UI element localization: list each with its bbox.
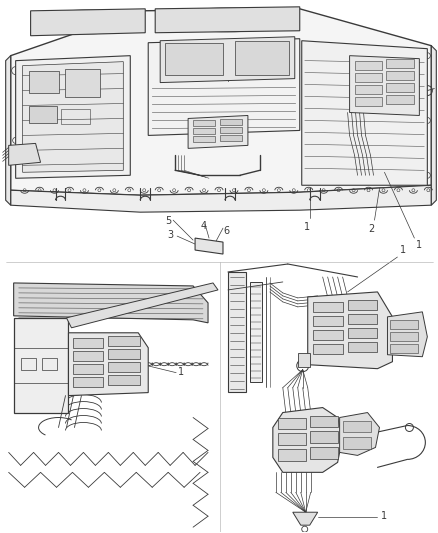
- Bar: [219, 135, 241, 141]
- Bar: [108, 375, 140, 385]
- Polygon shape: [11, 9, 431, 195]
- Polygon shape: [160, 37, 294, 83]
- Bar: [21, 358, 35, 370]
- Bar: [73, 338, 103, 348]
- Bar: [354, 72, 381, 82]
- Bar: [347, 328, 377, 338]
- Text: 1: 1: [303, 222, 309, 232]
- Bar: [347, 300, 377, 310]
- Bar: [277, 417, 305, 430]
- Text: 6: 6: [223, 226, 229, 236]
- Bar: [385, 94, 413, 103]
- Bar: [73, 377, 103, 386]
- Text: 3: 3: [166, 230, 173, 240]
- Text: 4: 4: [201, 221, 207, 231]
- Bar: [389, 320, 417, 329]
- Bar: [73, 351, 103, 361]
- Polygon shape: [349, 55, 418, 116]
- Bar: [193, 136, 215, 142]
- Polygon shape: [148, 39, 299, 135]
- Bar: [347, 342, 377, 352]
- Bar: [227, 272, 245, 392]
- Bar: [385, 59, 413, 68]
- Polygon shape: [155, 7, 299, 33]
- Bar: [297, 353, 309, 367]
- Bar: [309, 432, 337, 443]
- Polygon shape: [387, 312, 426, 357]
- Text: 5: 5: [165, 216, 171, 226]
- Text: 2: 2: [367, 224, 374, 234]
- Bar: [312, 330, 342, 340]
- Bar: [354, 96, 381, 106]
- Text: 1: 1: [399, 245, 406, 255]
- Bar: [389, 344, 417, 353]
- Bar: [309, 447, 337, 459]
- Bar: [28, 106, 57, 124]
- Polygon shape: [6, 55, 11, 205]
- Polygon shape: [11, 185, 431, 212]
- Polygon shape: [292, 512, 317, 525]
- Polygon shape: [339, 413, 378, 455]
- Polygon shape: [68, 333, 148, 395]
- Bar: [42, 358, 57, 370]
- Bar: [347, 314, 377, 324]
- Polygon shape: [14, 318, 68, 413]
- Polygon shape: [307, 292, 392, 369]
- Bar: [389, 332, 417, 341]
- Bar: [219, 127, 241, 133]
- Polygon shape: [194, 238, 223, 254]
- Text: 1: 1: [380, 511, 386, 521]
- Bar: [342, 438, 370, 449]
- Bar: [193, 128, 215, 134]
- Bar: [165, 43, 223, 75]
- Bar: [312, 302, 342, 312]
- Bar: [234, 41, 288, 75]
- Bar: [385, 83, 413, 92]
- Polygon shape: [301, 41, 426, 185]
- Bar: [277, 449, 305, 462]
- Polygon shape: [272, 408, 342, 472]
- Bar: [385, 70, 413, 79]
- Polygon shape: [66, 283, 218, 328]
- Bar: [65, 69, 100, 96]
- Bar: [312, 344, 342, 354]
- Polygon shape: [14, 283, 208, 323]
- Bar: [277, 433, 305, 446]
- Bar: [219, 119, 241, 125]
- Bar: [312, 316, 342, 326]
- Polygon shape: [31, 9, 145, 36]
- Polygon shape: [431, 46, 435, 205]
- Text: 1: 1: [415, 240, 421, 250]
- Polygon shape: [187, 116, 247, 148]
- Bar: [60, 109, 90, 124]
- Bar: [108, 336, 140, 346]
- Bar: [108, 362, 140, 372]
- Bar: [354, 61, 381, 70]
- Bar: [108, 349, 140, 359]
- Bar: [342, 421, 370, 432]
- Bar: [354, 85, 381, 94]
- Bar: [28, 70, 58, 93]
- Bar: [73, 364, 103, 374]
- Bar: [193, 120, 215, 126]
- Polygon shape: [23, 62, 123, 172]
- Polygon shape: [16, 55, 130, 178]
- Bar: [309, 416, 337, 427]
- Text: 1: 1: [178, 367, 184, 377]
- Polygon shape: [9, 143, 40, 165]
- Bar: [249, 282, 261, 382]
